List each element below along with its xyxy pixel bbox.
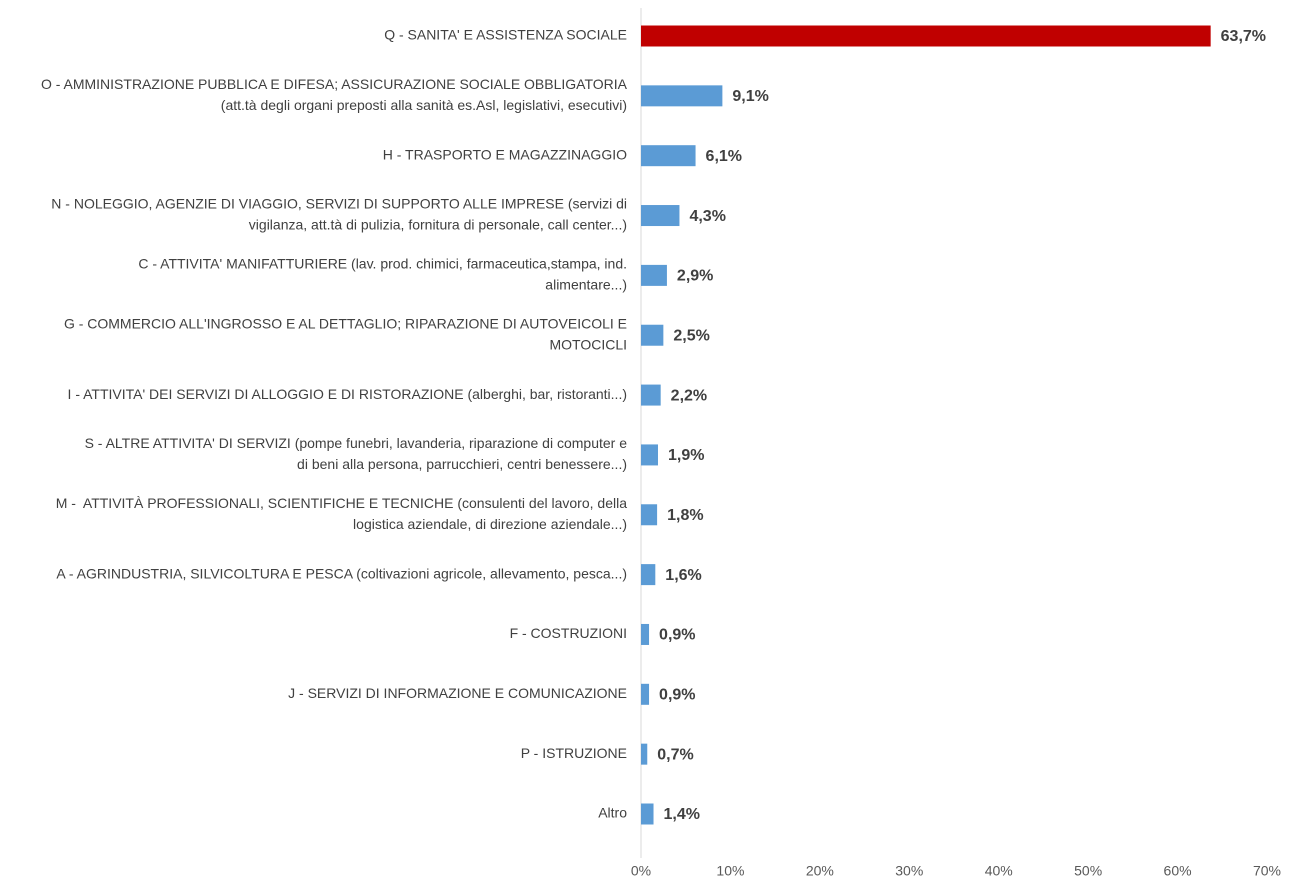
bar (641, 683, 650, 705)
y-tick-label: Q - SANITA' E ASSISTENZA SOCIALE (384, 27, 627, 43)
y-tick-label: S - ALTRE ATTIVITA' DI SERVIZI (pompe fu… (85, 435, 628, 451)
x-tick-label: 50% (1074, 863, 1102, 879)
y-tick-label: C - ATTIVITA' MANIFATTURIERE (lav. prod.… (138, 256, 627, 272)
y-tick-label: P - ISTRUZIONE (521, 745, 627, 761)
data-label: 0,9% (659, 627, 695, 644)
data-label: 2,2% (671, 387, 707, 404)
bar (641, 324, 664, 346)
bar (641, 85, 723, 107)
data-label: 4,3% (689, 208, 725, 225)
data-label: 2,9% (677, 268, 713, 285)
bar (641, 504, 658, 526)
x-tick-label: 40% (985, 863, 1013, 879)
bar (641, 145, 696, 167)
x-tick-label: 0% (631, 863, 651, 879)
data-label: 1,6% (665, 567, 701, 584)
data-label: 1,4% (664, 806, 700, 823)
y-tick-label: alimentare...) (545, 277, 627, 293)
y-tick-label: G - COMMERCIO ALL'INGROSSO E AL DETTAGLI… (64, 315, 627, 331)
y-tick-label: A - AGRINDUSTRIA, SILVICOLTURA E PESCA (… (56, 565, 627, 581)
bar (641, 384, 661, 406)
y-tick-label: F - COSTRUZIONI (510, 625, 627, 641)
bar (641, 623, 650, 645)
y-tick-label: J - SERVIZI DI INFORMAZIONE E COMUNICAZI… (288, 685, 627, 701)
bar (641, 25, 1211, 47)
x-tick-label: 20% (806, 863, 834, 879)
y-tick-label: logistica aziendale, di direzione aziend… (353, 516, 627, 532)
data-label: 1,9% (668, 447, 704, 464)
bar (641, 444, 658, 466)
bar (641, 803, 654, 825)
data-label: 0,9% (659, 687, 695, 704)
bar (641, 743, 648, 765)
y-tick-label: O - AMMINISTRAZIONE PUBBLICA E DIFESA; A… (41, 76, 628, 92)
y-tick-label: M - ATTIVITÀ PROFESSIONALI, SCIENTIFICHE… (56, 495, 628, 511)
y-tick-label: N - NOLEGGIO, AGENZIE DI VIAGGIO, SERVIZ… (51, 196, 627, 212)
y-tick-label: vigilanza, att.tà di pulizia, fornitura … (249, 217, 627, 233)
bar (641, 564, 656, 586)
y-tick-label: (att.tà degli organi preposti alla sanit… (221, 97, 627, 113)
y-tick-label: H - TRASPORTO E MAGAZZINAGGIO (383, 146, 627, 162)
y-tick-label: I - ATTIVITA' DEI SERVIZI DI ALLOGGIO E … (68, 386, 627, 402)
x-tick-label: 70% (1253, 863, 1281, 879)
x-tick-label: 10% (716, 863, 744, 879)
data-label: 6,1% (706, 148, 742, 165)
data-label: 1,8% (667, 507, 703, 524)
bar (641, 264, 667, 286)
data-label: 0,7% (657, 746, 693, 763)
y-tick-label: MOTOCICLI (549, 336, 627, 352)
y-tick-label: di beni alla persona, parrucchieri, cent… (297, 456, 627, 472)
y-tick-label: Altro (598, 805, 627, 821)
data-label: 63,7% (1221, 28, 1266, 45)
data-label: 9,1% (732, 88, 768, 105)
x-tick-label: 30% (895, 863, 923, 879)
data-label: 2,5% (673, 327, 709, 344)
x-tick-label: 60% (1164, 863, 1192, 879)
bar (641, 205, 680, 227)
